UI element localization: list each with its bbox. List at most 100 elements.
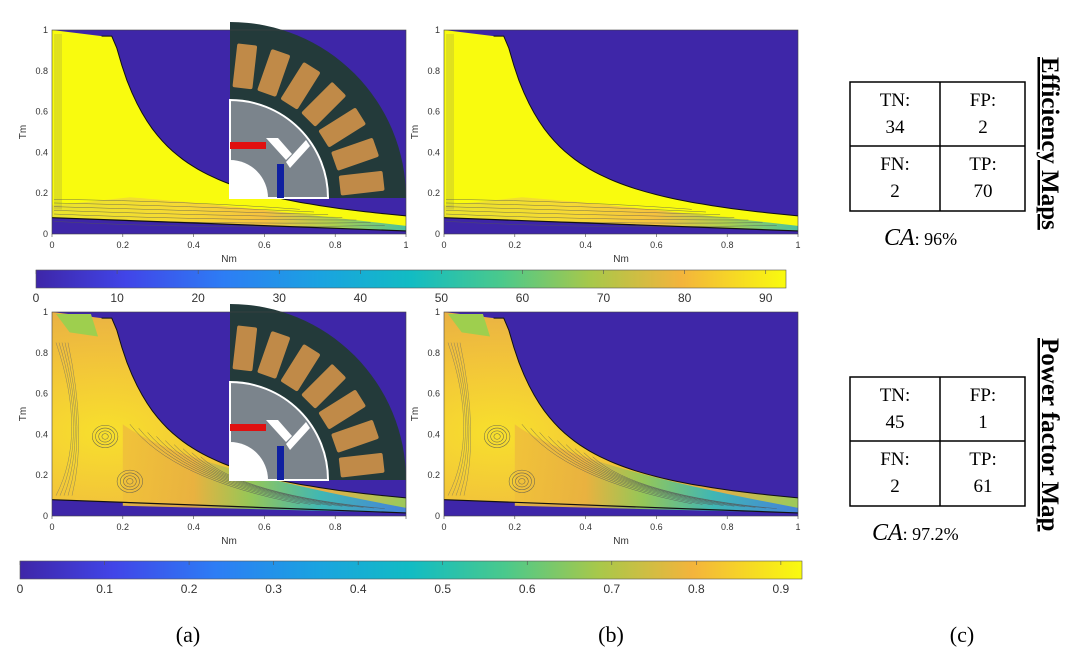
stator-slot bbox=[232, 43, 258, 90]
y-tick-label: 0.2 bbox=[35, 470, 48, 480]
lower-boundary bbox=[51, 499, 407, 514]
eff-fn-label: FN: bbox=[880, 154, 910, 175]
colorbar-tick-label: 0 bbox=[33, 291, 40, 305]
stator-slot bbox=[257, 49, 290, 97]
pf-tp-value: 61 bbox=[974, 476, 993, 497]
contour-ring-0 bbox=[95, 427, 115, 446]
contour-line bbox=[447, 342, 464, 496]
contour-ring-1 bbox=[512, 472, 532, 490]
magnet-vertical bbox=[277, 164, 284, 198]
contour-line bbox=[55, 342, 72, 496]
contour-ring-1 bbox=[508, 469, 535, 493]
magnet-horizontal bbox=[230, 424, 266, 431]
svg-text:CA: 96%: CA: 96% bbox=[884, 225, 957, 251]
y-axis-label: Tm bbox=[18, 407, 29, 421]
stator-slot bbox=[257, 331, 290, 379]
axes-frame bbox=[51, 311, 407, 517]
shaft bbox=[230, 442, 268, 480]
y-tick-label: 0.2 bbox=[35, 188, 48, 198]
power-factor-colorbar: 0 0.1 0.2 0.3 0.4 0.5 0.6 0.7 0.8 0.9 bbox=[17, 560, 803, 596]
colorbar-tick-label: 60 bbox=[516, 291, 530, 305]
caption-a: (a) bbox=[176, 622, 200, 647]
y-tick-label: 0.8 bbox=[35, 348, 48, 358]
x-axis-label: Nm bbox=[613, 536, 629, 547]
contour-line bbox=[521, 424, 692, 505]
pf-fp-label: FP: bbox=[970, 385, 996, 406]
pf-fp-value: 1 bbox=[978, 412, 988, 433]
x-axis-label: Nm bbox=[221, 536, 237, 547]
contour-line bbox=[129, 424, 300, 505]
power-factor-colorbar-bar bbox=[19, 560, 803, 580]
y-tick-label: 1 bbox=[435, 25, 440, 35]
low-pf-cap bbox=[448, 314, 491, 337]
contour-line bbox=[445, 202, 706, 213]
magnet-horizontal bbox=[230, 142, 266, 149]
stator-slot bbox=[301, 82, 346, 127]
contour-line bbox=[53, 206, 329, 215]
contour-line bbox=[156, 436, 332, 506]
x-tick-label: 0.8 bbox=[329, 522, 342, 532]
efficiency-confusion-matrix: TN: 34 FP: 2 FN: 2 TP: 70 bbox=[849, 81, 1026, 212]
contour-line bbox=[67, 342, 80, 496]
stator-slot bbox=[331, 420, 379, 453]
x-axis-label: Nm bbox=[613, 254, 629, 265]
stator-slot bbox=[301, 364, 346, 409]
eff-tp-value: 70 bbox=[974, 181, 993, 202]
colorbar-tick-label: 10 bbox=[110, 291, 124, 305]
stator-slot bbox=[281, 62, 320, 109]
contour-line bbox=[147, 432, 322, 506]
colorbar-tick-label: 20 bbox=[191, 291, 205, 305]
eff-fp-value: 2 bbox=[978, 117, 988, 138]
contour-line bbox=[583, 452, 767, 509]
colorbar-tick-label: 0.9 bbox=[773, 582, 790, 596]
colorbar-tick-label: 40 bbox=[354, 291, 368, 305]
contour-line bbox=[53, 199, 300, 210]
flux-barrier bbox=[286, 140, 310, 168]
contour-line bbox=[548, 436, 724, 506]
y-axis-label: Tm bbox=[410, 407, 421, 421]
eff-tn-value: 34 bbox=[886, 117, 906, 138]
pf-tp-label: TP: bbox=[969, 449, 996, 470]
contour-line bbox=[445, 199, 692, 210]
efficiency-band bbox=[52, 197, 406, 231]
contour-ring-1 bbox=[515, 475, 529, 488]
torque-envelope bbox=[493, 35, 799, 217]
power-factor-map-title: Power factor Map bbox=[1036, 338, 1063, 531]
contour-line bbox=[530, 428, 703, 505]
caption-c: (c) bbox=[950, 622, 974, 647]
contour-ring-0 bbox=[98, 430, 112, 443]
contour-plot-efficiency-a: 0 0.2 0.4 0.6 0.8 1 0 0.2 0.4 0.6 0.8 1 Nm Tm bbox=[18, 22, 409, 265]
contour-line bbox=[459, 342, 472, 496]
lower-boundary bbox=[443, 217, 799, 232]
efficiency-maps-title: Efficiency Maps bbox=[1036, 57, 1063, 230]
eff-tn-label: TN: bbox=[880, 90, 911, 111]
contour-ring-1 bbox=[123, 475, 137, 488]
efficiency-colorbar-ticks: 0 10 20 30 40 50 60 70 80 90 bbox=[33, 270, 773, 305]
pf-tn-label: TN: bbox=[880, 385, 911, 406]
y-tick-label: 0 bbox=[43, 229, 48, 239]
x-tick-label: 0 bbox=[49, 240, 54, 250]
contour-line bbox=[182, 448, 364, 508]
y-tick-label: 0.6 bbox=[427, 107, 440, 117]
pf-tn-value: 45 bbox=[886, 412, 905, 433]
contour-ring-1 bbox=[518, 478, 526, 485]
x-tick-label: 0.2 bbox=[117, 522, 130, 532]
magnet-vertical bbox=[277, 446, 284, 480]
contour-plot-efficiency-b: 0 0.2 0.4 0.6 0.8 1 0 0.2 0.4 0.6 0.8 1 Nm Tm bbox=[410, 25, 801, 265]
x-tick-label: 0 bbox=[49, 522, 54, 532]
contour-line bbox=[53, 202, 314, 213]
contour-plot-power-factor-b: 0 0.2 0.4 0.6 0.8 1 0 0.2 0.4 0.6 0.8 1 Nm Tm bbox=[410, 307, 801, 547]
high-efficiency-region bbox=[52, 30, 406, 231]
x-tick-label: 0.4 bbox=[187, 240, 200, 250]
stator-slot bbox=[338, 452, 385, 478]
colorbar-tick-label: 0.2 bbox=[181, 582, 198, 596]
y-axis-label: Tm bbox=[18, 125, 29, 139]
power-factor-classification-accuracy: CA: 97.2% bbox=[872, 520, 959, 546]
contour-line bbox=[53, 221, 385, 227]
stator-slot bbox=[338, 170, 385, 196]
y-tick-label: 1 bbox=[43, 25, 48, 35]
stator-slot bbox=[232, 325, 258, 372]
contour-line bbox=[200, 456, 385, 509]
x-tick-label: 0.2 bbox=[509, 240, 522, 250]
